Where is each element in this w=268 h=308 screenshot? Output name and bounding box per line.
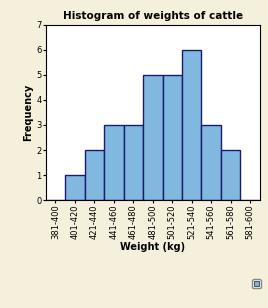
Bar (124, 125, 143, 200)
Bar (202, 125, 221, 200)
Bar (182, 50, 202, 200)
Bar (162, 75, 182, 200)
X-axis label: Weight (kg): Weight (kg) (120, 242, 185, 252)
Bar (65, 175, 84, 200)
Title: Histogram of weights of cattle: Histogram of weights of cattle (63, 11, 243, 21)
Bar (143, 75, 162, 200)
Y-axis label: Frequency: Frequency (23, 84, 33, 141)
Bar (84, 150, 104, 200)
Legend:  (252, 279, 261, 288)
Bar (104, 125, 124, 200)
Bar (221, 150, 240, 200)
